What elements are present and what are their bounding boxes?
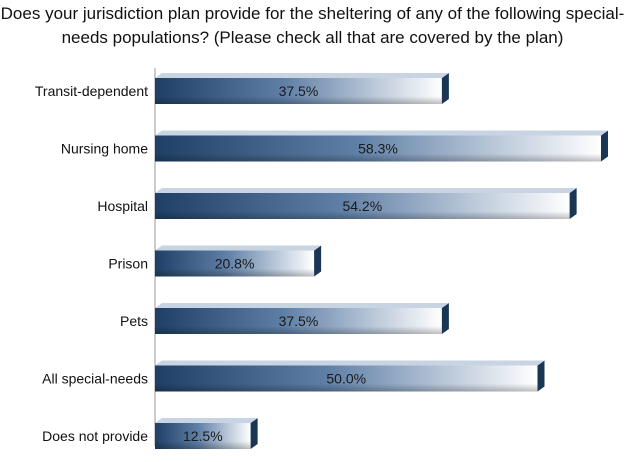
- bar-top-face: [155, 418, 258, 423]
- bar-row: Pets 37.5%: [120, 303, 449, 334]
- bar-row: Does not provide 12.5%: [42, 418, 258, 449]
- bar-shading: [155, 365, 538, 392]
- chart-title: Does your jurisdiction plan provide for …: [0, 4, 625, 47]
- bar-row: Prison 20.8%: [108, 245, 322, 277]
- category-label: Transit-dependent: [35, 83, 148, 99]
- bar-shading: [155, 193, 570, 219]
- bar-row: Transit-dependent 37.5%: [35, 73, 449, 104]
- category-label: Nursing home: [61, 141, 148, 157]
- bar-row: Hospital 54.2%: [97, 188, 577, 219]
- bar-top-face: [155, 130, 608, 136]
- category-label: Pets: [120, 313, 148, 329]
- bar-top-face: [155, 73, 449, 78]
- bar-shading: [155, 250, 315, 277]
- data-label: 50.0%: [326, 371, 366, 387]
- data-label: 37.5%: [279, 83, 319, 99]
- bar-end-cap: [314, 245, 322, 277]
- bars-group: Transit-dependent 37.5% Nursing home 58.3% H…: [35, 73, 608, 449]
- category-label: Prison: [108, 256, 148, 272]
- bar-shading: [155, 135, 601, 162]
- bar-end-cap: [569, 188, 577, 219]
- bar-end-cap: [250, 418, 258, 449]
- bar-end-cap: [441, 73, 449, 104]
- bar-end-cap: [600, 130, 608, 162]
- category-label: Hospital: [97, 198, 148, 214]
- bar-end-cap: [441, 303, 449, 334]
- bar-top-face: [155, 303, 449, 308]
- data-label: 20.8%: [215, 256, 255, 272]
- bar-top-face: [155, 360, 545, 366]
- data-label: 12.5%: [183, 428, 223, 444]
- bar-row: All special-needs 50.0%: [42, 360, 545, 392]
- bar-top-face: [155, 245, 322, 251]
- category-label: All special-needs: [42, 371, 148, 387]
- bar-row: Nursing home 58.3%: [61, 130, 608, 162]
- bar-shading: [155, 78, 442, 104]
- bar-top-face: [155, 188, 577, 193]
- bar-end-cap: [537, 360, 545, 392]
- data-label: 58.3%: [358, 141, 398, 157]
- data-label: 37.5%: [279, 313, 319, 329]
- data-label: 54.2%: [342, 198, 382, 214]
- bar-shading: [155, 423, 251, 449]
- bar-shading: [155, 308, 442, 334]
- category-label: Does not provide: [42, 428, 148, 444]
